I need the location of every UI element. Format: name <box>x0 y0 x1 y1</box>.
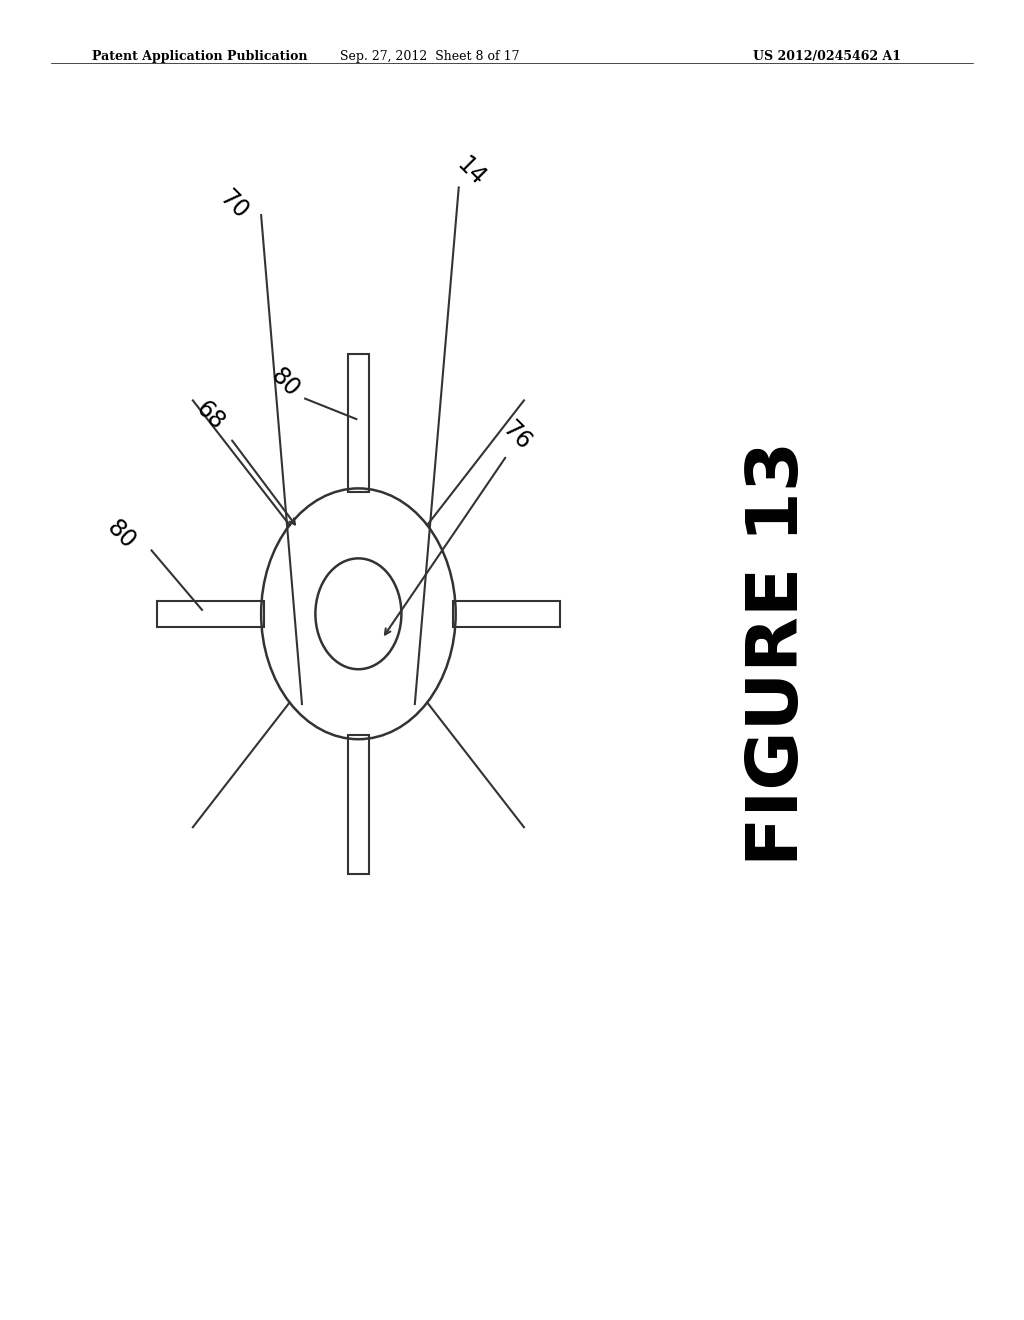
Bar <box>348 354 369 492</box>
Text: Sep. 27, 2012  Sheet 8 of 17: Sep. 27, 2012 Sheet 8 of 17 <box>340 50 520 63</box>
Text: Patent Application Publication: Patent Application Publication <box>92 50 307 63</box>
Text: US 2012/0245462 A1: US 2012/0245462 A1 <box>753 50 901 63</box>
Text: 68: 68 <box>190 397 229 434</box>
Text: 80: 80 <box>265 364 304 401</box>
Text: 80: 80 <box>101 516 140 553</box>
Text: 14: 14 <box>452 153 490 190</box>
Text: 76: 76 <box>498 417 537 454</box>
Text: 70: 70 <box>214 186 253 223</box>
Bar <box>348 735 369 874</box>
Bar <box>453 601 560 627</box>
Bar <box>157 601 264 627</box>
Text: FIGURE 13: FIGURE 13 <box>743 441 813 866</box>
